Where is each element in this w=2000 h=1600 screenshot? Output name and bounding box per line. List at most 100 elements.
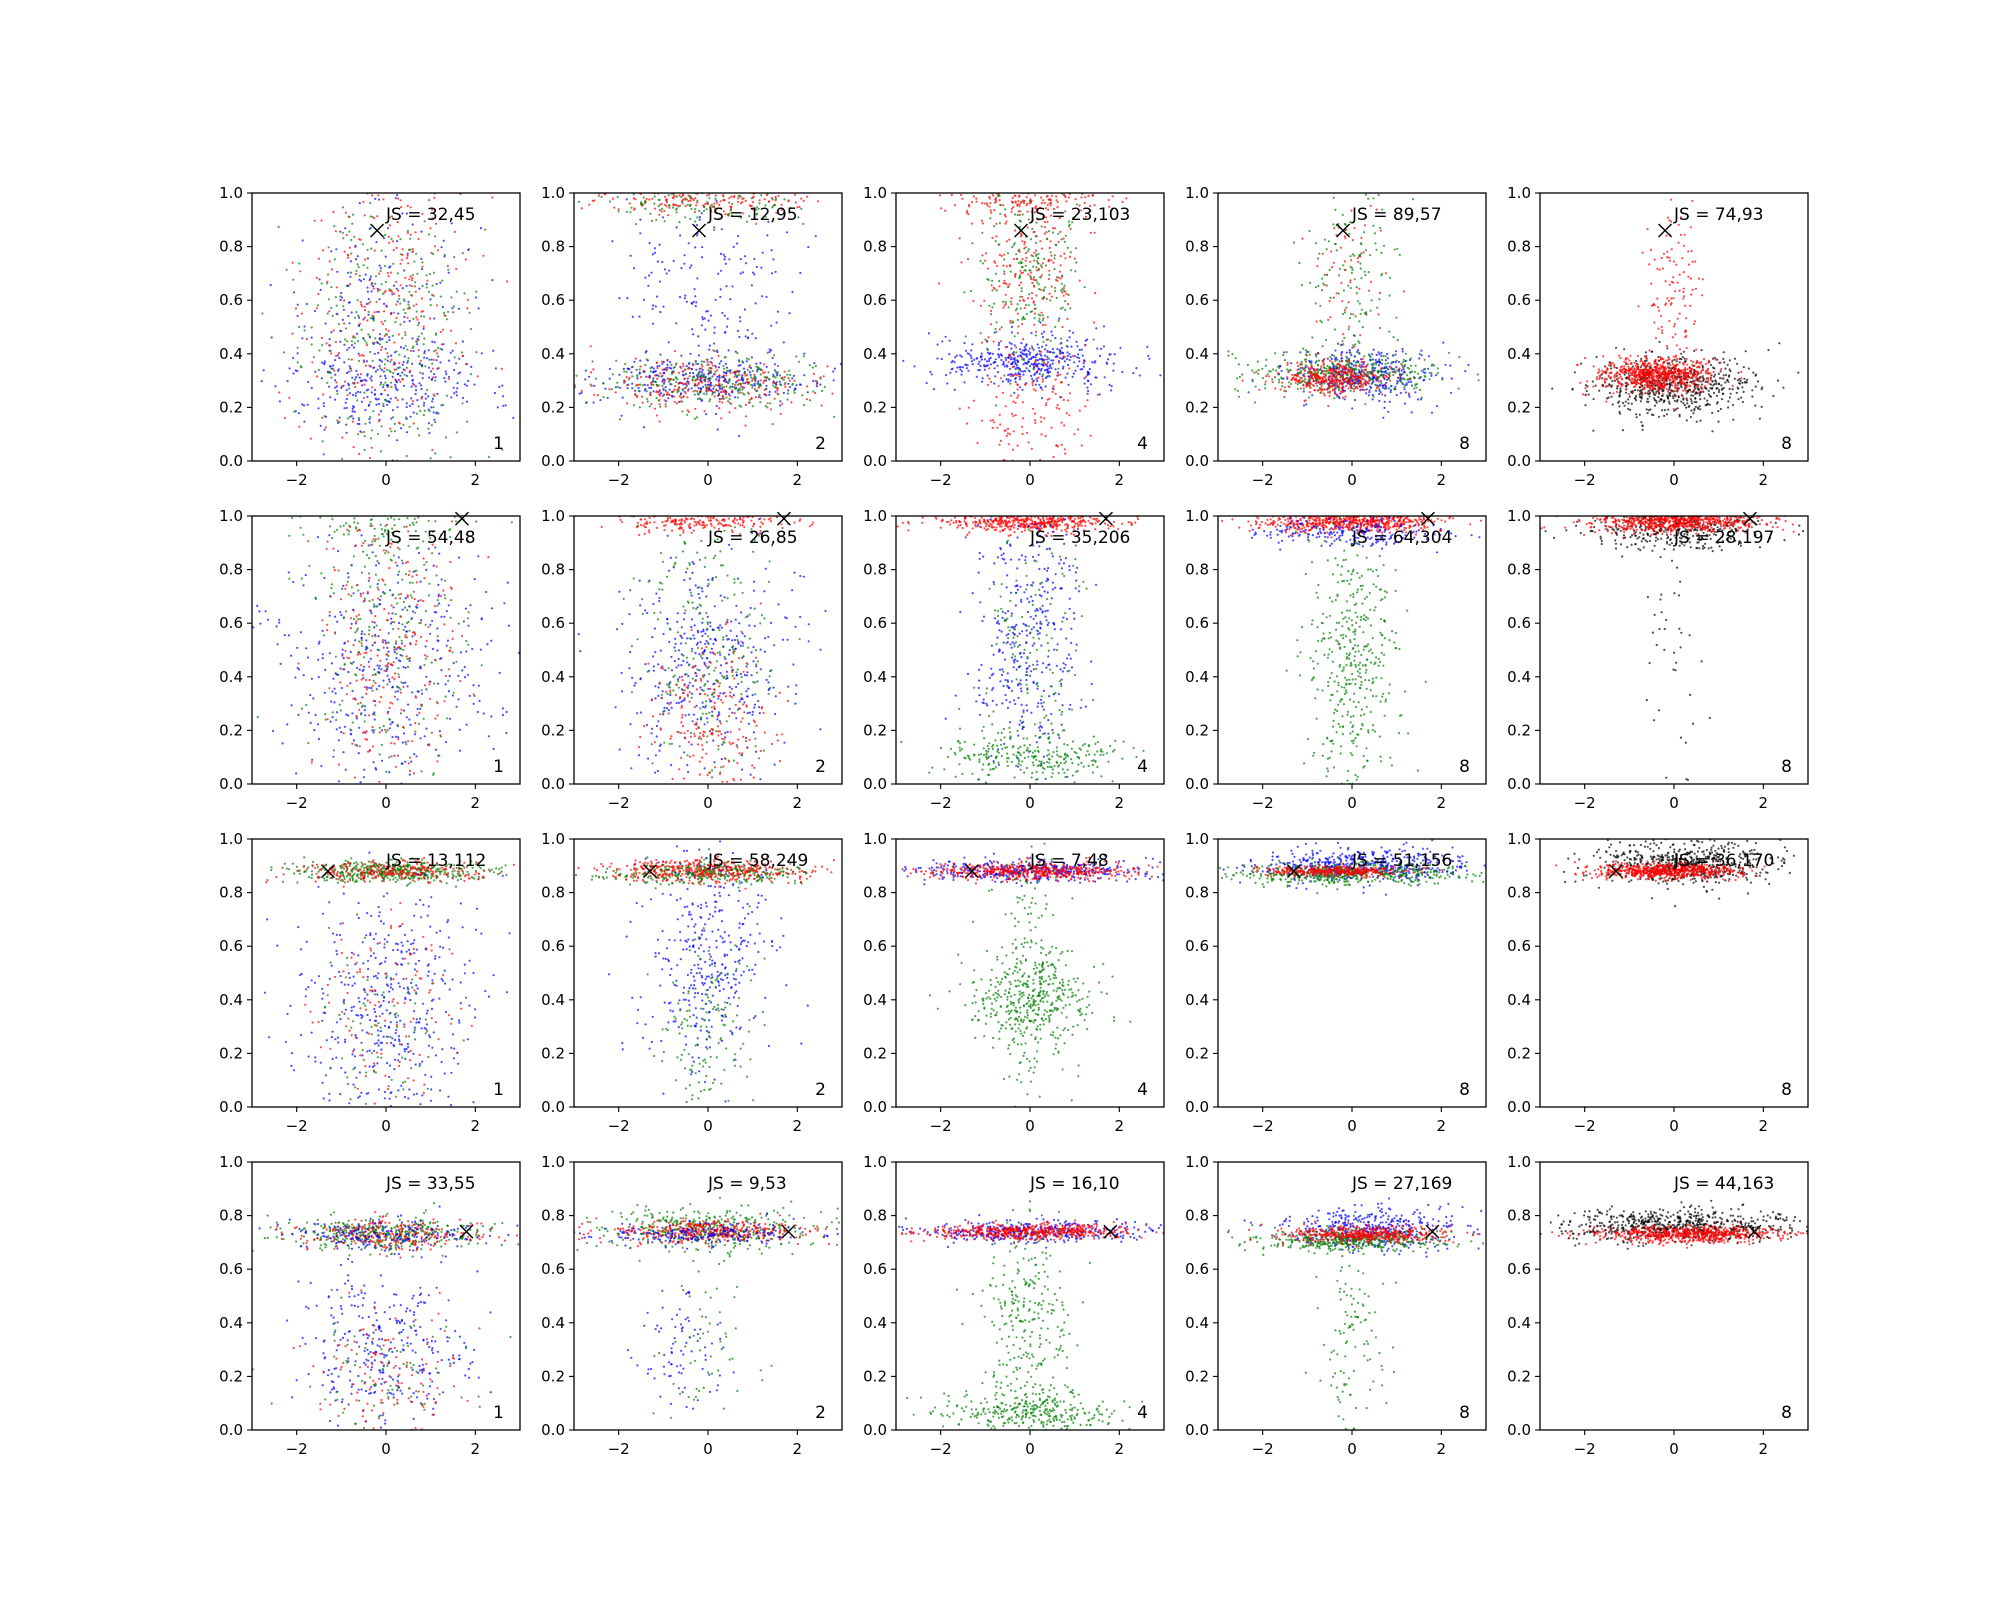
scatter-point [1296,383,1299,386]
scatter-point [1010,347,1013,350]
scatter-point [320,219,323,222]
x-tick-label: −2 [930,471,952,489]
scatter-point [357,266,360,269]
scatter-point [430,378,433,381]
scatter-point [357,433,360,436]
scatter-point [1325,367,1328,370]
scatter-point [321,361,324,364]
scatter-point [1251,378,1254,381]
scatter-point [1402,368,1405,371]
scatter-point [1364,403,1367,406]
scatter-point [1357,376,1360,379]
scatter-point [1310,375,1313,378]
scatter-point [1035,221,1038,224]
scatter-point [1325,248,1328,251]
scatter-point [327,246,330,249]
scatter-point [1036,359,1039,362]
scatter-point [970,360,974,363]
scatter-point [653,207,657,210]
scatter-point [663,268,667,271]
scatter-point [369,317,372,320]
scatter-point [1254,385,1257,388]
scatter-point [1287,371,1290,374]
scatter-point [739,405,743,408]
scatter-point [717,366,721,369]
scatter-point [965,367,968,370]
scatter-point [1237,395,1241,398]
scatter-point [789,207,792,210]
scatter-point [1010,342,1013,345]
scatter-point [1056,347,1059,351]
scatter-point [1001,380,1004,383]
scatter-point [1003,213,1007,216]
scatter-point [387,235,390,238]
scatter-point [1699,408,1702,411]
scatter-point [413,383,416,386]
scatter-point [385,305,388,308]
scatter-point [372,285,375,288]
scatter-point [1005,358,1008,362]
scatter-point [366,257,369,260]
scatter-point [1049,370,1052,373]
scatter-point [734,383,737,386]
scatter-point [1159,374,1162,377]
scatter-point [988,357,991,361]
scatter-point [653,407,657,410]
scatter-point [749,373,752,376]
scatter-point [347,358,350,361]
scatter-point [363,448,366,452]
scatter-point [630,206,633,209]
scatter-point [680,382,683,385]
scatter-point [352,405,355,408]
scatter-point [1361,370,1364,373]
scatter-point [954,356,957,359]
scatter-point [1035,269,1039,272]
scatter-point [673,350,677,353]
scatter-point [299,365,302,368]
scatter-point [776,389,779,392]
scatter-point [696,378,699,381]
scatter-point [1051,347,1055,351]
scatter-point [657,198,660,201]
scatter-point [1297,379,1300,382]
scatter-point [1041,323,1045,327]
scatter-point [358,376,361,379]
scatter-point [979,304,983,307]
scatter-point [278,391,281,394]
scatter-point [745,220,749,223]
scatter-point [939,194,942,197]
scatter-point [1343,311,1347,314]
scatter-point [1046,398,1049,401]
scatter-point [1342,289,1345,292]
scatter-point [1436,371,1439,375]
scatter-point [1387,410,1390,413]
scatter-point [427,233,431,236]
scatter-point [1084,215,1088,218]
scatter-point [707,363,710,366]
scatter-point [1043,358,1046,361]
scatter-point [328,310,331,313]
scatter-point [369,201,372,205]
scatter-point [420,230,423,233]
scatter-point [418,382,421,385]
scatter-point [1308,229,1311,233]
corner-label: 4 [1137,434,1148,454]
scatter-point [439,330,442,334]
scatter-point [1383,406,1386,409]
scatter-point [404,276,407,279]
scatter-point [1382,354,1385,357]
scatter-point [706,358,709,361]
scatter-point [378,333,382,336]
scatter-point [652,379,655,382]
scatter-point [337,323,340,326]
scatter-point [1349,313,1353,316]
scatter-point [661,380,664,383]
scatter-point [1030,292,1034,295]
scatter-point [1376,306,1379,309]
scatter-point [687,410,690,414]
scatter-point [1357,260,1360,263]
scatter-point [733,194,736,198]
scatter-point [739,195,742,198]
scatter-point [1040,274,1043,277]
scatter-point [1014,229,1017,232]
